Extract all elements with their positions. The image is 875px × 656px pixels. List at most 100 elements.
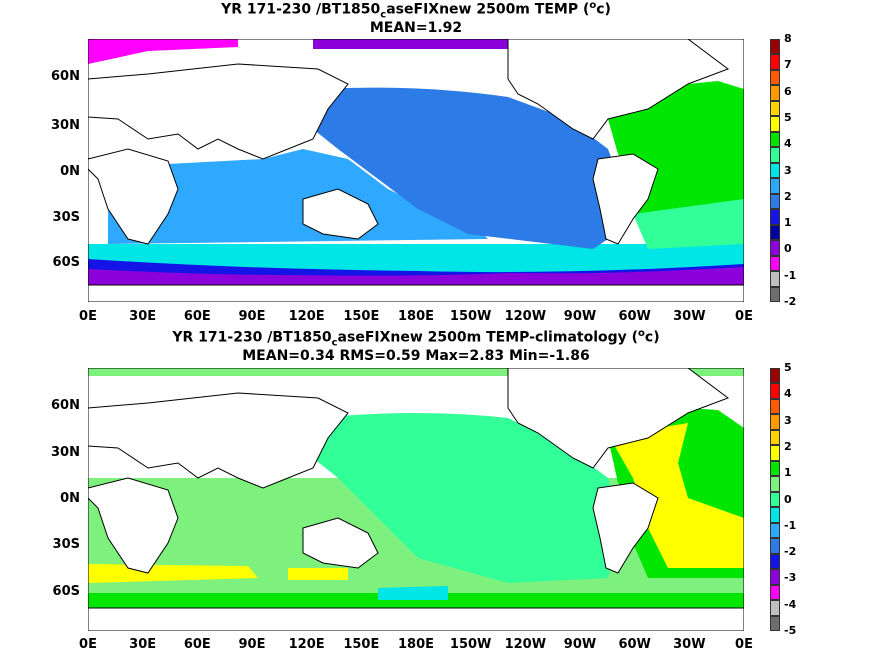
panel1-lon-label: 0E [735, 309, 753, 324]
panel1-title: YR 171-230 /BT1850caseFIXnew 2500m TEMP … [221, 0, 611, 21]
panel2-colorbar-segment [770, 460, 780, 477]
panel1-map [88, 39, 744, 302]
panel1-colorbar-segment [770, 162, 780, 179]
panel1-stats: MEAN=1.92 [369, 20, 463, 36]
panel1-lat-label: 30S [52, 210, 80, 225]
panel1-lon-label: 150W [449, 309, 492, 324]
panel2-colorbar-segment [770, 491, 780, 508]
panel2-colorbar-label: 3 [784, 413, 792, 427]
panel1-lat-label: 60N [51, 69, 80, 84]
panel2-lon-label: 60W [618, 637, 651, 652]
panel2-lon-label: 90E [238, 637, 266, 652]
panel2-map [88, 368, 744, 631]
panel1-colorbar [770, 39, 780, 302]
panel2-colorbar-segment [770, 553, 780, 570]
panel2-lon-label: 150W [449, 637, 492, 652]
panel1-colorbar-segment [770, 255, 780, 272]
panel2-lon-label: 30E [129, 637, 157, 652]
panel1-colorbar-label: 3 [784, 163, 792, 177]
panel1-colorbar-segment [770, 240, 780, 256]
panel1-lon-label: 180E [397, 309, 435, 324]
panel2-lat-label: 60S [52, 584, 80, 599]
panel2-colorbar-segment [770, 538, 780, 554]
panel2-colorbar [770, 368, 780, 631]
panel1-colorbar-segment [770, 69, 780, 86]
panel1-colorbar-label: -2 [784, 295, 797, 308]
panel2-lon-label: 120W [504, 637, 547, 652]
panel1-lon-label: 90E [238, 309, 266, 324]
panel1-colorbar-label: 1 [784, 216, 792, 230]
panel2-lon-label: 180E [397, 637, 435, 652]
panel1-lat-label: 0N [60, 164, 80, 179]
panel2-lat-label: 30N [51, 445, 80, 460]
panel1-colorbar-segment [770, 209, 780, 225]
panel2-colorbar-label: -2 [784, 545, 797, 559]
panel2-stats: MEAN=0.34 RMS=0.59 Max=2.83 Min=-1.86 [242, 348, 590, 364]
panel1-colorbar-segment [770, 39, 780, 55]
panel1-lon-label: 90W [563, 309, 597, 324]
panel2-colorbar-label: 1 [784, 466, 792, 480]
panel2-colorbar-label: 2 [784, 439, 792, 453]
panel2-lat-label: 0N [60, 491, 80, 506]
panel2-lon-label: 0E [735, 637, 753, 652]
panel2-colorbar-segment [770, 507, 780, 523]
panel1-colorbar-segment [770, 271, 780, 287]
panel2-colorbar-label: -4 [784, 597, 797, 611]
panel2-title: YR 171-230 /BT1850caseFIXnew 2500m TEMP-… [172, 328, 660, 349]
panel1-colorbar-segment [770, 193, 780, 210]
panel1-lon-label: 120E [288, 309, 325, 324]
panel2-lon-label: 150E [343, 637, 380, 652]
panel1-colorbar-label: 8 [784, 32, 792, 45]
panel2-lon-label: 90W [563, 637, 597, 652]
panel1-colorbar-label: 6 [784, 84, 792, 98]
panel2-colorbar-segment [770, 414, 780, 430]
panel2-colorbar-label: 4 [784, 387, 792, 401]
panel2-lon-label: 120E [288, 637, 325, 652]
panel1-colorbar-label: 0 [784, 242, 792, 256]
panel1-colorbar-segment [770, 85, 780, 101]
panel1-colorbar-segment [770, 147, 780, 163]
panel2-colorbar-segment [770, 584, 780, 601]
panel2-colorbar-segment [770, 398, 780, 415]
panel1-colorbar-segment [770, 116, 780, 132]
panel2-colorbar-segment [770, 368, 780, 384]
panel2-colorbar-label: -5 [784, 624, 797, 637]
panel2-colorbar-label: -1 [784, 518, 797, 532]
panel1-colorbar-segment [770, 178, 780, 194]
panel2-colorbar-segment [770, 429, 780, 446]
panel1-lon-label: 150E [343, 309, 380, 324]
panel1-colorbar-label: 7 [784, 58, 792, 72]
panel2-colorbar-segment [770, 522, 780, 539]
panel2-lon-label: 60E [183, 637, 211, 652]
panel2-colorbar-label: 0 [784, 492, 792, 506]
panel2-lat-label: 30S [52, 537, 80, 552]
panel2-lon-label: 0E [79, 637, 97, 652]
panel1-colorbar-label: -1 [784, 268, 797, 282]
panel2-colorbar-segment [770, 615, 780, 631]
panel2-colorbar-label: -3 [784, 571, 797, 585]
panel1-lon-label: 60E [183, 309, 211, 324]
panel1-colorbar-label: 2 [784, 189, 792, 203]
panel1-lon-label: 30W [673, 309, 706, 324]
panel1-colorbar-segment [770, 286, 780, 302]
panel2-colorbar-segment [770, 600, 780, 616]
panel1-colorbar-segment [770, 54, 780, 70]
panel1-lon-label: 120W [504, 309, 547, 324]
panel2-colorbar-segment [770, 476, 780, 492]
panel2-lat-label: 60N [51, 398, 80, 413]
panel1-lon-label: 0E [79, 309, 97, 324]
panel1-lat-label: 60S [52, 255, 80, 270]
panel1-lon-label: 30E [129, 309, 157, 324]
panel1-colorbar-label: 5 [784, 110, 792, 124]
panel2-colorbar-label: 5 [784, 361, 792, 374]
panel1-lon-label: 60W [618, 309, 651, 324]
panel1-lat-label: 30N [51, 118, 80, 133]
panel1-colorbar-label: 4 [784, 137, 792, 151]
panel2-colorbar-segment [770, 445, 780, 461]
panel2-colorbar-segment [770, 383, 780, 399]
panel1-colorbar-segment [770, 131, 780, 148]
panel1-colorbar-segment [770, 100, 780, 117]
panel1-colorbar-segment [770, 224, 780, 241]
panel2-lon-label: 30W [673, 637, 706, 652]
panel2-colorbar-segment [770, 569, 780, 585]
